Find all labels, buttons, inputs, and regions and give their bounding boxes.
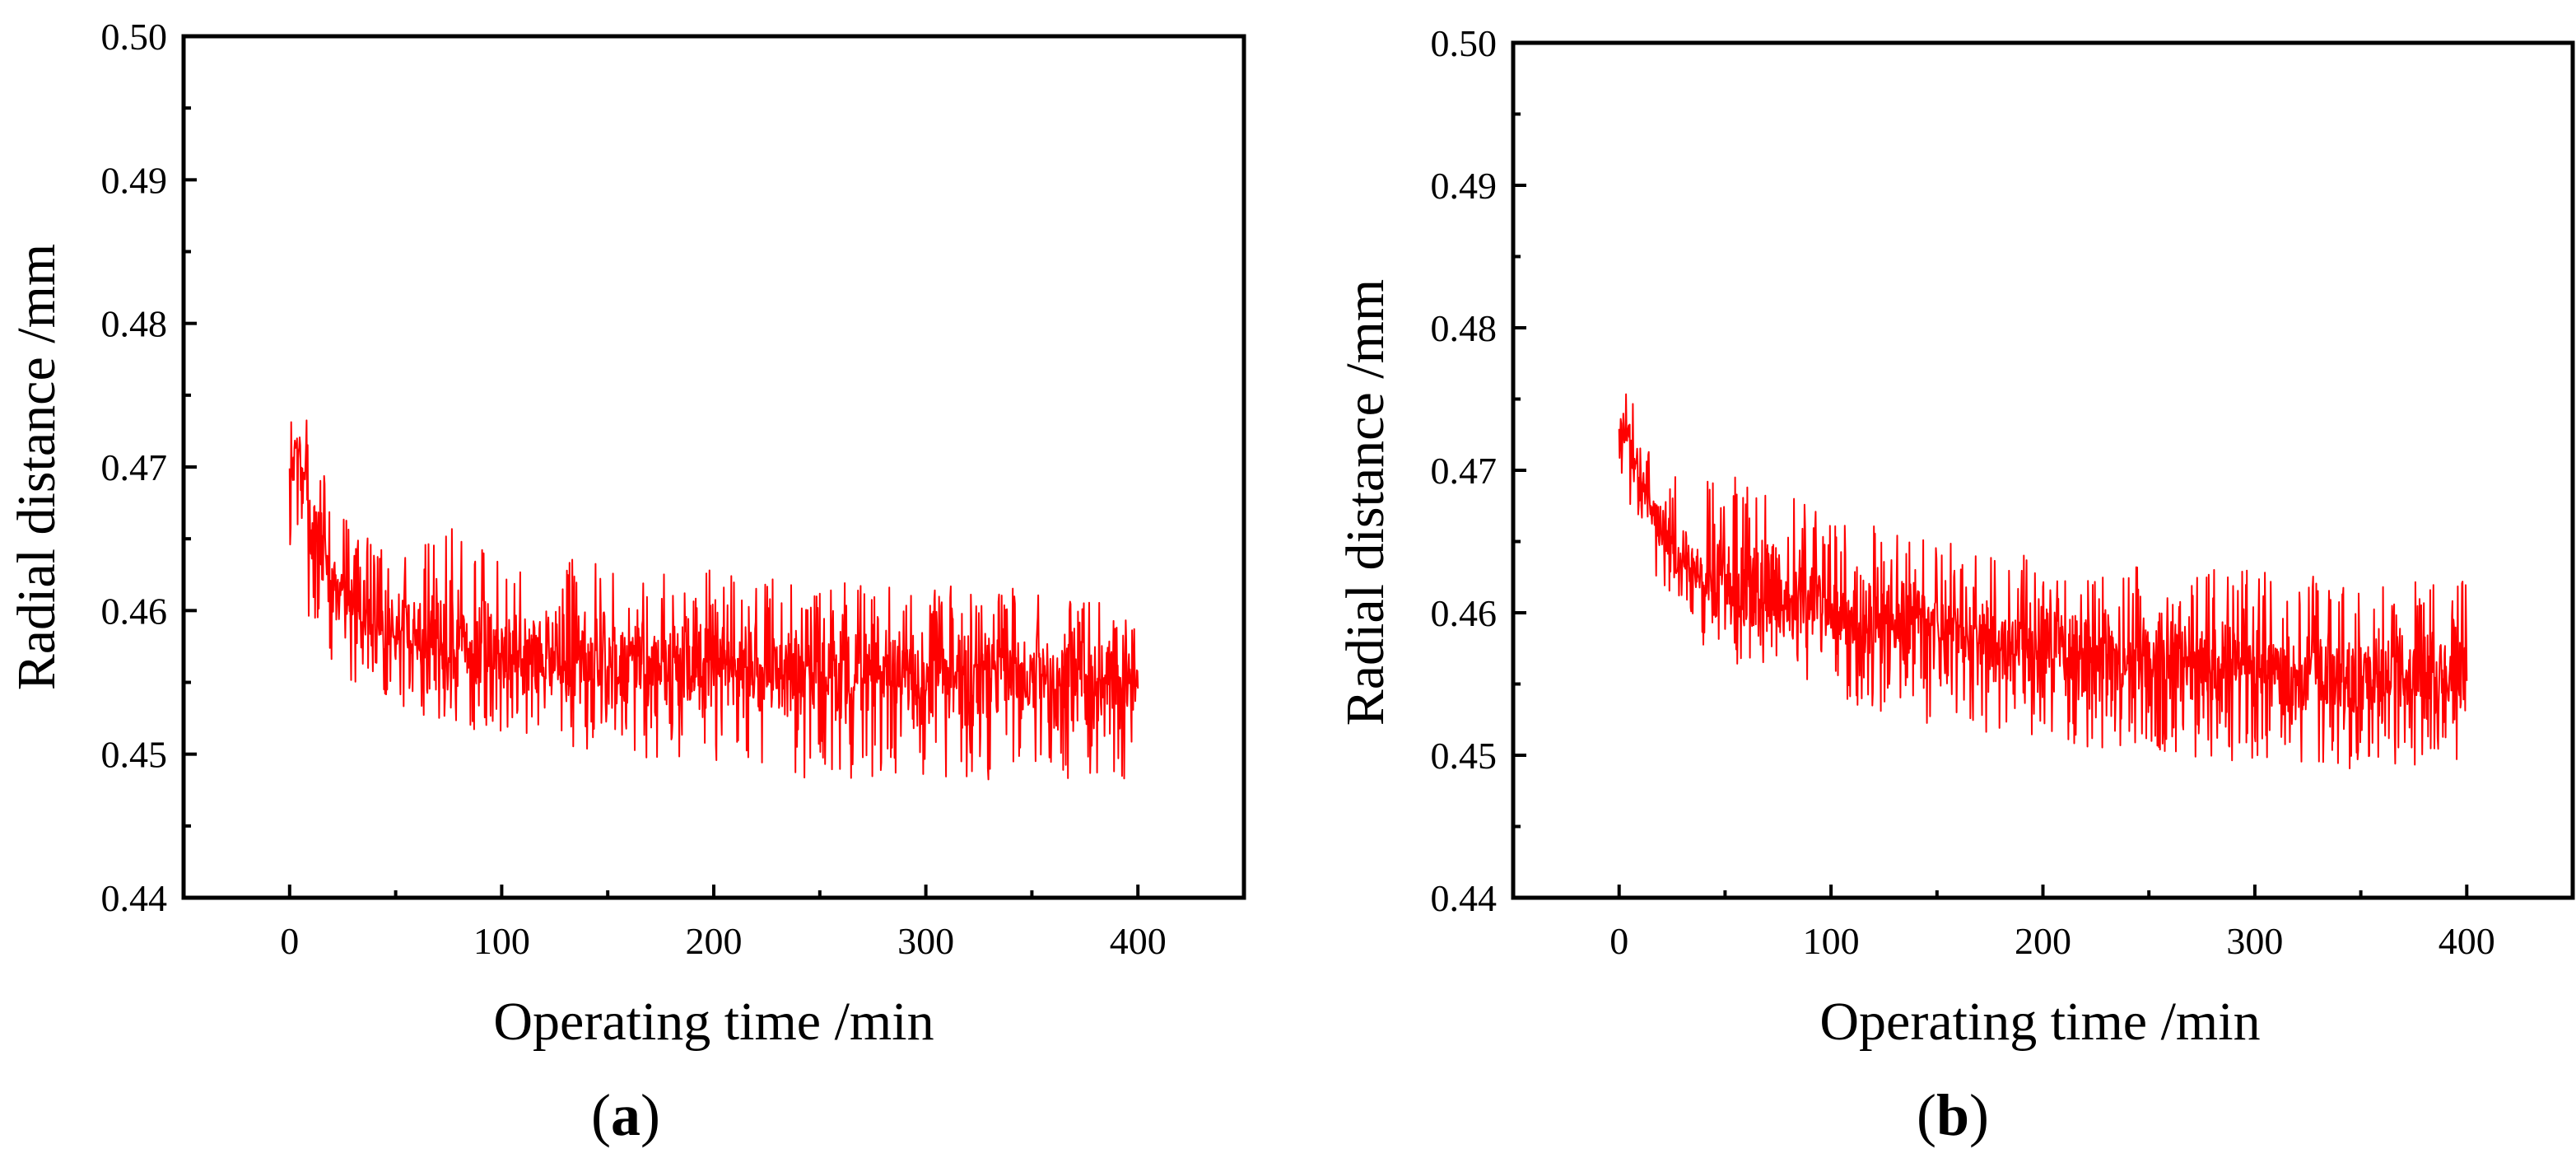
x-tick-label: 100 bbox=[473, 920, 530, 962]
y-tick-label: 0.45 bbox=[101, 734, 168, 776]
panel-label-b: (b) bbox=[1917, 1082, 1989, 1148]
panel-label-close: ) bbox=[641, 1082, 660, 1148]
x-tick-label: 400 bbox=[2439, 920, 2495, 962]
panel-label-open: ( bbox=[591, 1082, 611, 1148]
axis-ticks bbox=[1513, 41, 2469, 899]
x-tick-label: 200 bbox=[2015, 920, 2071, 962]
x-tick-label: 300 bbox=[2226, 920, 2283, 962]
x-tick-label: 200 bbox=[686, 920, 743, 962]
x-tick-label: 100 bbox=[1803, 920, 1860, 962]
series-line bbox=[288, 419, 1139, 781]
y-tick-label: 0.44 bbox=[1431, 877, 1498, 919]
panel-label-open: ( bbox=[1917, 1082, 1936, 1148]
x-tick-label: 400 bbox=[1110, 920, 1167, 962]
y-tick-label: 0.45 bbox=[1431, 735, 1498, 777]
tick-labels: 0 100 200 300 400 0.44 0.45 0.46 0.47 0.48 0.49 0.5… bbox=[1431, 22, 2495, 962]
y-tick-label: 0.47 bbox=[1431, 450, 1498, 492]
y-tick-label: 0.48 bbox=[1431, 307, 1498, 349]
tick-labels: 0 100 200 300 400 0.44 0.45 0.46 0.47 0.48 0.49 0.5… bbox=[101, 16, 1167, 962]
y-tick-label: 0.47 bbox=[101, 446, 168, 488]
series-group bbox=[1618, 393, 2468, 769]
axis-ticks bbox=[184, 35, 1140, 899]
y-axis-label: Radial distance /mm bbox=[7, 244, 67, 691]
series-group bbox=[288, 419, 1139, 781]
x-axis-label: Operating time /min bbox=[1819, 992, 2260, 1052]
panel-label-a: (a) bbox=[591, 1082, 660, 1148]
panel-label-letter: b bbox=[1936, 1082, 1969, 1148]
series-line bbox=[1618, 393, 2468, 769]
panel-label-close: ) bbox=[1969, 1082, 1989, 1148]
x-axis-label: Operating time /min bbox=[493, 992, 934, 1052]
y-tick-label: 0.44 bbox=[101, 877, 168, 919]
plot-frame bbox=[181, 34, 1246, 900]
y-tick-label: 0.50 bbox=[1431, 22, 1498, 64]
plot-frame bbox=[1511, 40, 2575, 900]
y-tick-label: 0.46 bbox=[1431, 592, 1498, 634]
panel-label-letter: a bbox=[611, 1082, 641, 1148]
y-axis-label: Radial distance /mm bbox=[1335, 279, 1395, 726]
x-tick-label: 300 bbox=[897, 920, 954, 962]
chart-panel-b: 0 100 200 300 400 0.44 0.45 0.46 0.47 0.48 0.49 0.5… bbox=[1335, 22, 2575, 1148]
y-tick-label: 0.48 bbox=[101, 303, 168, 345]
y-tick-label: 0.49 bbox=[1431, 165, 1498, 207]
y-tick-label: 0.46 bbox=[101, 590, 168, 632]
y-tick-label: 0.50 bbox=[101, 16, 168, 58]
x-tick-label: 0 bbox=[280, 920, 299, 962]
x-tick-label: 0 bbox=[1609, 920, 1628, 962]
chart-panel-a: 0 100 200 300 400 0.44 0.45 0.46 0.47 0.48 0.49 0.5… bbox=[7, 16, 1246, 1148]
y-tick-label: 0.49 bbox=[101, 159, 168, 201]
